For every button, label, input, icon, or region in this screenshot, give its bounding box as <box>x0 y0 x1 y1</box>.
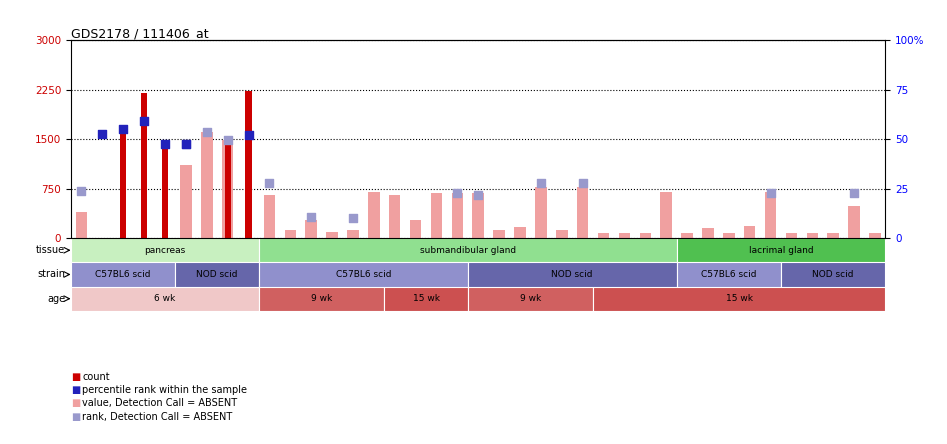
Bar <box>765 192 777 238</box>
Bar <box>660 192 672 238</box>
Point <box>575 180 590 187</box>
Bar <box>222 140 233 238</box>
Bar <box>514 227 526 238</box>
Point <box>261 180 277 187</box>
Text: NOD scid: NOD scid <box>813 270 854 279</box>
Bar <box>263 195 276 238</box>
Bar <box>535 186 546 238</box>
Text: 9 wk: 9 wk <box>520 294 541 303</box>
Text: rank, Detection Call = ABSENT: rank, Detection Call = ABSENT <box>82 412 233 422</box>
Point <box>346 215 361 222</box>
Point <box>157 140 172 147</box>
Bar <box>828 233 839 238</box>
Bar <box>306 220 317 238</box>
Bar <box>71 262 175 286</box>
Bar <box>618 233 630 238</box>
Bar <box>556 230 567 238</box>
Bar <box>327 231 338 238</box>
Point <box>178 140 193 147</box>
Bar <box>724 233 735 238</box>
Bar <box>807 233 818 238</box>
Bar <box>703 228 714 238</box>
Bar <box>577 186 588 238</box>
Text: 15 wk: 15 wk <box>413 294 439 303</box>
Text: ■: ■ <box>71 385 80 395</box>
Bar <box>71 238 259 262</box>
Text: lacrimal gland: lacrimal gland <box>749 246 813 255</box>
Point <box>471 191 486 198</box>
Bar <box>849 206 860 238</box>
Bar <box>71 286 259 311</box>
Point <box>220 137 235 144</box>
Bar <box>676 238 885 262</box>
Point <box>847 190 862 197</box>
Point <box>763 190 778 197</box>
Bar <box>593 286 885 311</box>
Bar <box>493 230 505 238</box>
Text: ■: ■ <box>71 398 80 408</box>
Text: value, Detection Call = ABSENT: value, Detection Call = ABSENT <box>82 398 238 408</box>
Point <box>450 189 465 196</box>
Bar <box>175 262 259 286</box>
Bar <box>384 286 468 311</box>
Text: age: age <box>47 293 65 304</box>
Point <box>241 131 256 139</box>
Bar <box>259 262 468 286</box>
Text: ■: ■ <box>71 372 80 382</box>
Bar <box>781 262 885 286</box>
Bar <box>259 286 384 311</box>
Point <box>199 129 214 136</box>
Text: 9 wk: 9 wk <box>311 294 332 303</box>
Point <box>533 180 548 187</box>
Bar <box>431 193 442 238</box>
Bar <box>284 230 296 238</box>
Bar <box>201 132 212 238</box>
Point <box>178 140 193 147</box>
Text: ■: ■ <box>71 412 80 422</box>
Text: strain: strain <box>37 270 65 279</box>
Bar <box>224 144 231 238</box>
Point <box>74 187 89 194</box>
Bar <box>681 233 693 238</box>
Bar <box>744 226 756 238</box>
Bar <box>468 262 676 286</box>
Point <box>304 214 319 221</box>
Bar <box>76 212 87 238</box>
Bar <box>162 140 169 238</box>
Bar <box>786 233 797 238</box>
Bar <box>452 193 463 238</box>
Point <box>95 130 110 137</box>
Text: 6 wk: 6 wk <box>154 294 175 303</box>
Bar <box>368 192 380 238</box>
Bar <box>389 195 401 238</box>
Bar <box>141 93 147 238</box>
Bar <box>676 262 781 286</box>
Bar <box>468 286 593 311</box>
Text: GDS2178 / 111406_at: GDS2178 / 111406_at <box>71 27 208 40</box>
Bar <box>598 233 609 238</box>
Bar <box>348 230 359 238</box>
Text: percentile rank within the sample: percentile rank within the sample <box>82 385 247 395</box>
Text: tissue: tissue <box>36 245 65 255</box>
Bar <box>869 233 881 238</box>
Bar <box>245 91 252 238</box>
Text: submandibular gland: submandibular gland <box>420 246 516 255</box>
Text: NOD scid: NOD scid <box>551 270 593 279</box>
Bar <box>639 233 651 238</box>
Point <box>136 118 152 125</box>
Bar <box>180 166 191 238</box>
Bar <box>120 127 126 238</box>
Text: NOD scid: NOD scid <box>196 270 238 279</box>
Text: C57BL6 scid: C57BL6 scid <box>701 270 757 279</box>
Point <box>116 126 131 133</box>
Text: C57BL6 scid: C57BL6 scid <box>96 270 151 279</box>
Text: C57BL6 scid: C57BL6 scid <box>335 270 391 279</box>
Bar <box>473 193 484 238</box>
Text: 15 wk: 15 wk <box>725 294 753 303</box>
Text: count: count <box>82 372 110 382</box>
Text: pancreas: pancreas <box>144 246 186 255</box>
Bar <box>410 220 421 238</box>
Bar <box>259 238 676 262</box>
